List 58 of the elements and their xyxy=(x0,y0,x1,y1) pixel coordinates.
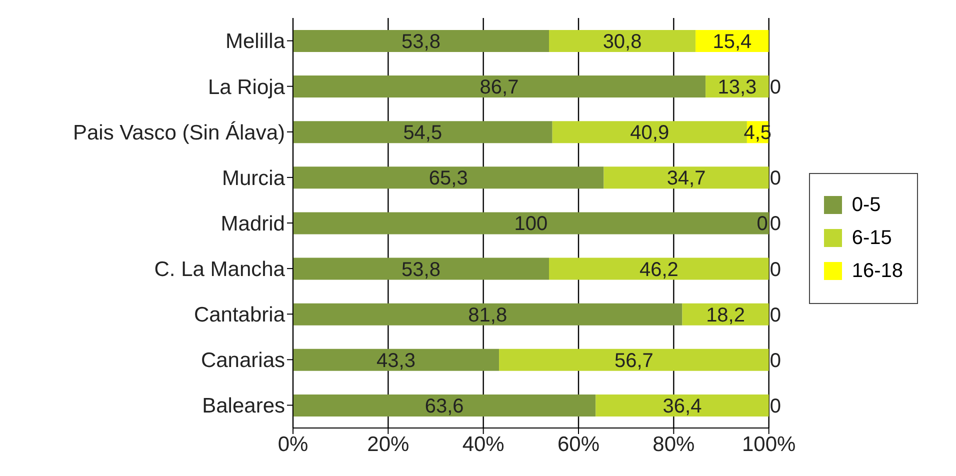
data-label: 0 xyxy=(756,213,768,236)
bar xyxy=(293,121,552,144)
bar xyxy=(549,30,696,52)
legend-label: 6-15 xyxy=(852,226,892,250)
data-label: 40,9 xyxy=(630,122,670,144)
y-tick-label: Madrid xyxy=(220,212,285,236)
bar xyxy=(549,258,769,280)
x-tick-label: 20% xyxy=(367,432,410,456)
bar xyxy=(293,76,706,98)
data-label: 0 xyxy=(770,76,781,99)
data-label: 54,5 xyxy=(403,122,442,144)
bar xyxy=(293,348,500,371)
y-tick-label: Pais Vasco (Sin Álava) xyxy=(72,120,285,144)
y-tick-label: Murcia xyxy=(222,166,286,190)
data-label: 0 xyxy=(770,258,781,281)
data-label: 0 xyxy=(770,395,781,418)
data-label: 13,3 xyxy=(718,76,757,99)
data-label: 53,8 xyxy=(402,31,440,53)
x-tick-label: 40% xyxy=(462,432,504,456)
data-label: 36,4 xyxy=(662,395,702,418)
y-tick-label: Melilla xyxy=(225,30,286,54)
data-label: 56,7 xyxy=(614,350,654,372)
data-label: 100 xyxy=(514,213,548,236)
y-tick-label: La Rioja xyxy=(208,76,286,99)
data-label: 43,3 xyxy=(376,350,416,372)
legend-label: 0-5 xyxy=(852,194,881,216)
data-label: 0 xyxy=(770,304,781,326)
y-tick-label: Canarias xyxy=(200,349,285,372)
y-tick-label: C. La Mancha xyxy=(154,258,286,282)
data-label: 0 xyxy=(770,350,781,372)
y-tick-label: Baleares xyxy=(202,394,285,418)
bar xyxy=(596,394,769,416)
x-tick-label: 100% xyxy=(742,432,796,456)
x-tick-label: 0% xyxy=(278,432,308,456)
data-label: 53,8 xyxy=(402,258,440,281)
y-tick-label: Cantabria xyxy=(194,304,286,327)
data-label: 0 xyxy=(770,168,781,190)
data-label: 0 xyxy=(770,213,781,236)
x-tick-label: 60% xyxy=(557,432,600,456)
data-label: 18,2 xyxy=(706,304,746,326)
data-label: 86,7 xyxy=(480,76,519,99)
data-label: 63,6 xyxy=(424,395,464,418)
bar xyxy=(293,212,769,234)
bar xyxy=(293,258,550,280)
bar xyxy=(293,30,550,52)
bar xyxy=(604,166,769,189)
x-tick-label: 80% xyxy=(652,432,695,456)
data-label: 65,3 xyxy=(428,168,468,190)
data-label: 81,8 xyxy=(468,304,508,326)
data-label: 15,4 xyxy=(712,31,752,53)
bar xyxy=(293,394,596,416)
legend-label: 16-18 xyxy=(852,260,903,282)
bar xyxy=(293,166,604,189)
data-label: 46,2 xyxy=(639,258,678,281)
data-label: 34,7 xyxy=(666,168,706,190)
data-label: 30,8 xyxy=(602,31,642,53)
bar xyxy=(499,348,769,371)
bar xyxy=(293,303,682,326)
